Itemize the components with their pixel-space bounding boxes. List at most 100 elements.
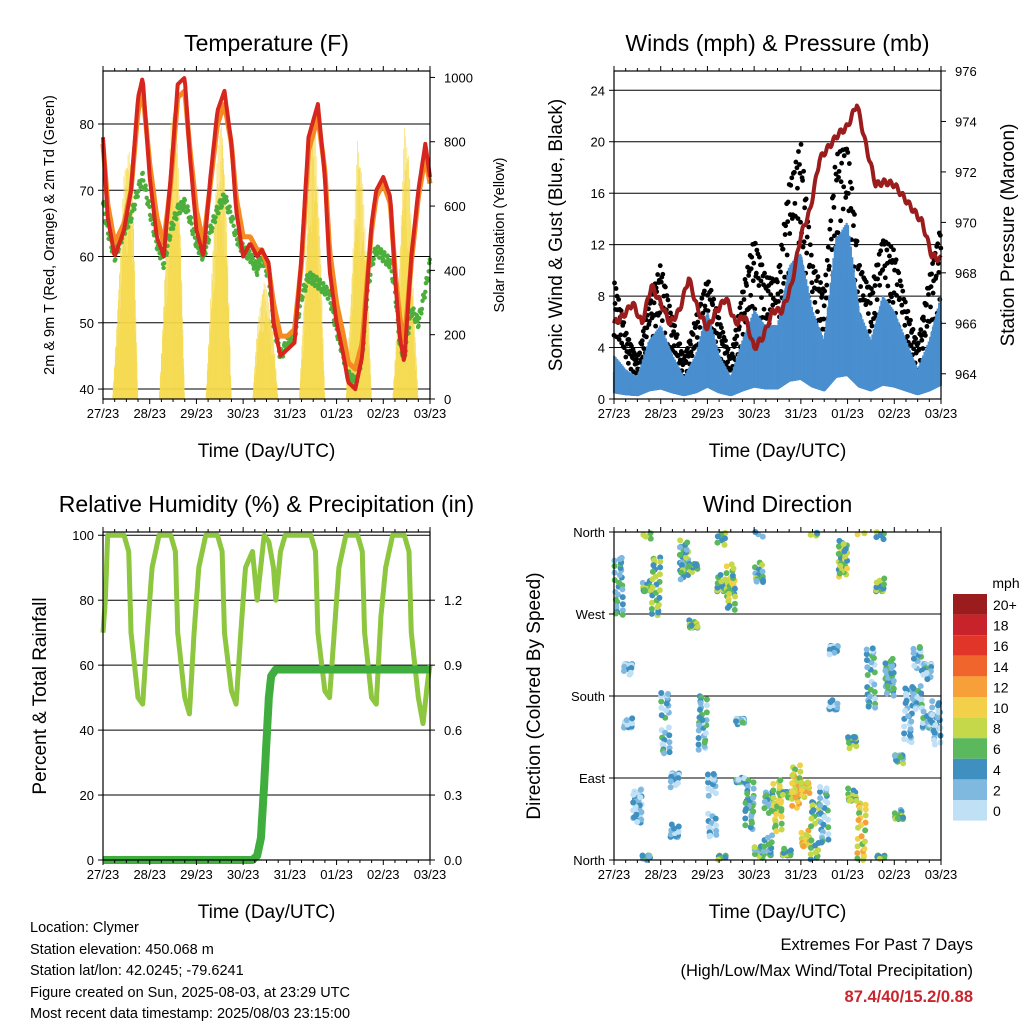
- gust-point: [658, 279, 664, 285]
- dewpoint-point: [206, 237, 212, 243]
- direction-point: [835, 543, 842, 550]
- gust-point: [921, 317, 927, 323]
- direction-point: [854, 843, 861, 850]
- x-tick-label: 27/23: [598, 406, 631, 421]
- gust-point: [847, 179, 853, 185]
- gust-point: [935, 241, 941, 247]
- gust-point: [924, 302, 929, 307]
- direction-point: [894, 815, 901, 822]
- gust-point: [798, 219, 803, 225]
- dewpoint-point: [132, 207, 137, 212]
- direction-point: [831, 649, 838, 656]
- y2-tick-label: 976: [955, 64, 977, 79]
- gust-point: [725, 346, 731, 352]
- gust-point: [679, 350, 685, 356]
- direction-point: [761, 798, 768, 805]
- direction-point: [731, 585, 738, 592]
- direction-point: [695, 741, 702, 748]
- direction-point: [934, 714, 941, 721]
- dewpoint-point: [326, 296, 331, 301]
- direction-point: [759, 568, 766, 575]
- direction-point: [817, 788, 824, 795]
- direction-point: [760, 578, 767, 585]
- dewpoint-point: [423, 289, 428, 295]
- dewpoint-point: [189, 221, 194, 226]
- y2-tick-label: 0: [444, 392, 451, 407]
- gust-point: [832, 233, 837, 239]
- gust-point: [918, 327, 924, 333]
- direction-point: [713, 822, 720, 829]
- direction-point: [672, 782, 679, 789]
- legend-label: 20+: [993, 597, 1017, 613]
- y2-axis-label: Solar Insolation (Yellow): [492, 157, 508, 312]
- direction-point: [705, 792, 712, 799]
- direction-point: [770, 787, 777, 794]
- panel-1: 27/23 28/23 29/23 30/23 31/23 01/23 02/23 03/23…: [546, 30, 1019, 462]
- gust-point: [832, 164, 838, 170]
- dewpoint-point: [181, 201, 186, 206]
- y2-tick-label: 972: [955, 165, 977, 180]
- direction-point: [657, 558, 664, 565]
- gust-point: [745, 264, 751, 270]
- direction-point: [649, 568, 656, 575]
- direction-point: [929, 711, 936, 718]
- gust-point: [823, 272, 829, 278]
- direction-point: [829, 697, 836, 704]
- direction-point: [697, 700, 704, 707]
- direction-point: [876, 577, 883, 584]
- gust-point: [659, 318, 665, 324]
- gust-point: [792, 200, 798, 206]
- direction-point: [777, 777, 784, 784]
- direction-point: [614, 598, 621, 605]
- direction-point: [724, 604, 731, 611]
- direction-point: [920, 671, 927, 678]
- direction-point: [637, 794, 644, 801]
- gust-point: [800, 244, 806, 250]
- direction-point: [910, 685, 917, 692]
- gust-point: [759, 295, 764, 301]
- direction-point: [890, 685, 897, 692]
- gust-point: [891, 247, 896, 253]
- direction-point: [725, 598, 732, 605]
- direction-point: [900, 814, 907, 821]
- direction-point: [662, 707, 669, 714]
- direction-point: [797, 762, 804, 769]
- direction-point: [862, 801, 869, 808]
- gust-point: [780, 246, 786, 252]
- direction-point: [835, 550, 842, 557]
- gust-point: [612, 301, 618, 306]
- direction-point: [611, 577, 618, 584]
- dewpoint-point: [144, 195, 149, 201]
- gust-point: [870, 290, 876, 296]
- gust-point: [875, 276, 881, 282]
- gust-point: [694, 335, 700, 340]
- gust-point: [734, 333, 740, 339]
- gust-point: [913, 336, 919, 342]
- gust-point: [643, 334, 649, 340]
- direction-point: [908, 718, 915, 725]
- direction-point: [863, 646, 870, 653]
- direction-point: [750, 785, 757, 792]
- dewpoint-point: [177, 210, 182, 216]
- direction-point: [807, 531, 814, 538]
- dewpoint-point: [250, 256, 255, 261]
- dewpoint-point: [182, 197, 188, 203]
- gust-point: [775, 279, 780, 285]
- direction-point: [656, 594, 663, 601]
- gust-point: [756, 283, 762, 288]
- dewpoint-point: [303, 288, 308, 293]
- gust-point: [836, 175, 841, 180]
- dewpoint-point: [135, 194, 140, 199]
- direction-point: [931, 741, 938, 748]
- direction-point: [855, 817, 862, 824]
- direction-point: [655, 601, 662, 608]
- direction-point: [649, 599, 656, 606]
- y2-tick-label: 1.2: [444, 593, 462, 608]
- gust-point: [748, 292, 754, 298]
- gust-point: [723, 338, 728, 343]
- direction-point: [861, 530, 868, 537]
- direction-point: [901, 736, 908, 743]
- y2-tick-label: 200: [444, 328, 466, 343]
- gust-point: [708, 287, 714, 293]
- direction-point: [619, 607, 626, 614]
